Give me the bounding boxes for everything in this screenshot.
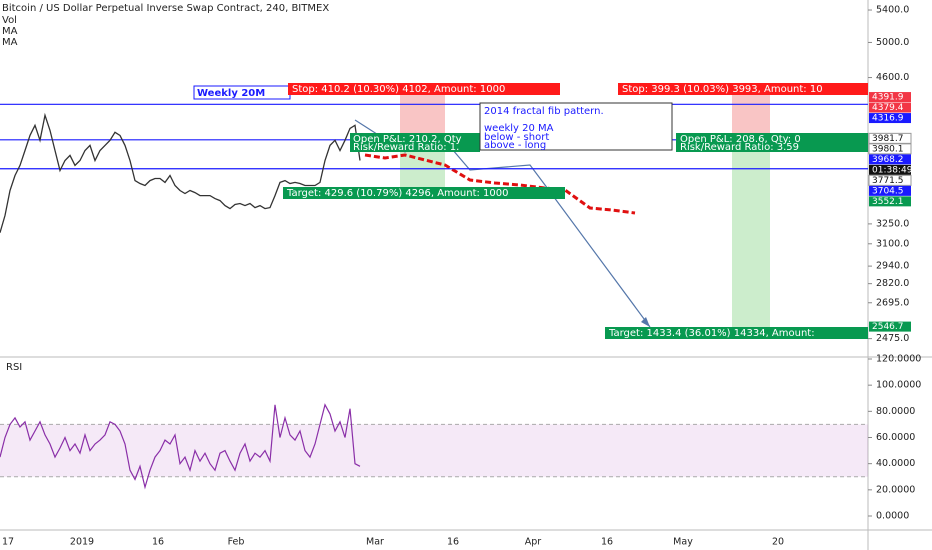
x-tick-label: 20	[772, 537, 784, 548]
note-line: weekly 20 MA	[484, 123, 554, 134]
price-label-text: 3981.7	[872, 134, 904, 144]
price-label-text: 3980.1	[872, 144, 904, 154]
note-line: above - long	[484, 140, 546, 151]
pnl-box	[676, 133, 868, 152]
x-tick-label: 16	[447, 537, 459, 548]
x-tick-label: Feb	[228, 537, 245, 548]
x-tick-label: Mar	[366, 537, 384, 548]
note-line: below - short	[484, 132, 549, 143]
price-label-text: 2546.7	[872, 322, 904, 332]
price-label-box	[869, 113, 911, 124]
y-tick-label: 60.0000	[876, 432, 915, 443]
price-label-box	[869, 164, 911, 175]
y-tick-label: 3100.0	[876, 238, 909, 249]
price-label-text: 01:38:49	[872, 165, 913, 175]
stop-box	[618, 83, 868, 95]
price-label: 3771.5	[868, 174, 912, 186]
indicator-label: MA	[2, 37, 18, 48]
x-tick-label: 2019	[70, 537, 94, 548]
target-box	[283, 187, 565, 199]
price-label-text: 3552.1	[872, 197, 904, 207]
target-box	[605, 327, 868, 339]
price-label: 3968.2	[869, 154, 911, 165]
y-tick-label: 100.0000	[876, 380, 921, 391]
arrow-head	[641, 317, 650, 327]
x-tick-label: Apr	[525, 537, 542, 548]
indicator-label: MA	[2, 26, 18, 37]
stop-label: Stop: 410.2 (10.30%) 4102, Amount: 1000	[292, 84, 505, 95]
price-label-text: 3968.2	[872, 155, 904, 165]
stop-label: Stop: 399.3 (10.03%) 3993, Amount: 10	[622, 84, 823, 95]
pnl-label: Risk/Reward Ratio: 3.59	[680, 142, 799, 153]
price-label-text: 4391.9	[872, 93, 904, 103]
y-tick-label: 80.0000	[876, 406, 915, 417]
price-label-box	[869, 185, 911, 196]
price-label-box	[869, 102, 911, 113]
price-label: 3981.7	[868, 132, 912, 144]
stop-box	[288, 83, 560, 95]
note-line: 2014 fractal fib pattern.	[484, 106, 604, 117]
rsi-band	[0, 424, 868, 477]
price-label-box	[869, 321, 911, 332]
y-tick-label: 0.0000	[876, 511, 909, 522]
price-label-box	[868, 143, 912, 155]
price-label: 4316.9	[869, 113, 911, 124]
price-label-text: 4316.9	[872, 114, 904, 124]
y-tick-label: 40.0000	[876, 458, 915, 469]
target-label: Target: 1433.4 (36.01%) 14334, Amount:	[608, 328, 815, 339]
price-label: 4391.9	[869, 92, 911, 103]
x-tick-label: 17	[2, 537, 14, 548]
price-label: 3704.5	[869, 185, 911, 196]
target-zone	[732, 152, 770, 327]
chart-title: Bitcoin / US Dollar Perpetual Inverse Sw…	[2, 3, 329, 14]
price-label: 01:38:49	[869, 164, 913, 175]
x-tick-label: 16	[152, 537, 164, 548]
price-label-box	[869, 154, 911, 165]
rsi-title: RSI	[6, 362, 22, 373]
projection	[364, 153, 636, 215]
y-tick-label: 2940.0	[876, 261, 909, 272]
target-label: Target: 429.6 (10.79%) 4296, Amount: 100…	[286, 188, 509, 199]
price-label: 3552.1	[869, 196, 911, 207]
y-tick-label: 4600.0	[876, 72, 909, 83]
main-pane: Weekly 20M Stop: 410.2 (10.30%) 4102, Amo…	[0, 83, 868, 339]
price-label-text: 4379.4	[872, 103, 904, 113]
y-tick-label: 5400.0	[876, 5, 909, 16]
price-label-box	[868, 174, 912, 186]
price-label-box	[869, 92, 911, 103]
y-tick-label: 120.0000	[876, 354, 921, 365]
price-label-box	[869, 196, 911, 207]
y-tick-label: 2475.0	[876, 333, 909, 344]
y-tick-label: 20.0000	[876, 484, 915, 495]
pnl-label: Risk/Reward Ratio: 1.	[353, 142, 459, 153]
price-label: 2546.7	[869, 321, 911, 332]
y-tick-label: 5000.0	[876, 37, 909, 48]
weekly-label: Weekly 20M	[197, 88, 265, 99]
y-tick-label: 3250.0	[876, 218, 909, 229]
price-label-text: 3771.5	[872, 176, 904, 186]
y-tick-label: 2695.0	[876, 297, 909, 308]
rsi-line	[0, 403, 361, 490]
indicator-label: Vol	[2, 15, 17, 26]
price-label: 4379.4	[869, 102, 911, 113]
price-line	[0, 112, 361, 233]
x-tick-label: 16	[601, 537, 613, 548]
note-box	[479, 102, 673, 151]
pnl-label: Open P&L: 210.2, Qty	[353, 134, 462, 145]
y-tick-label: 2820.0	[876, 278, 909, 289]
pnl-label: Open P&L: 208.6, Qty: 0	[680, 134, 801, 145]
pnl-box	[350, 133, 480, 152]
price-label: 3980.1	[868, 143, 912, 155]
price-label-text: 3704.5	[872, 186, 904, 196]
x-tick-label: May	[673, 537, 693, 548]
price-axis: 5400.0 5000.0 4600.0 3250.0 3100.0 2940.0 2820…	[868, 5, 909, 344]
